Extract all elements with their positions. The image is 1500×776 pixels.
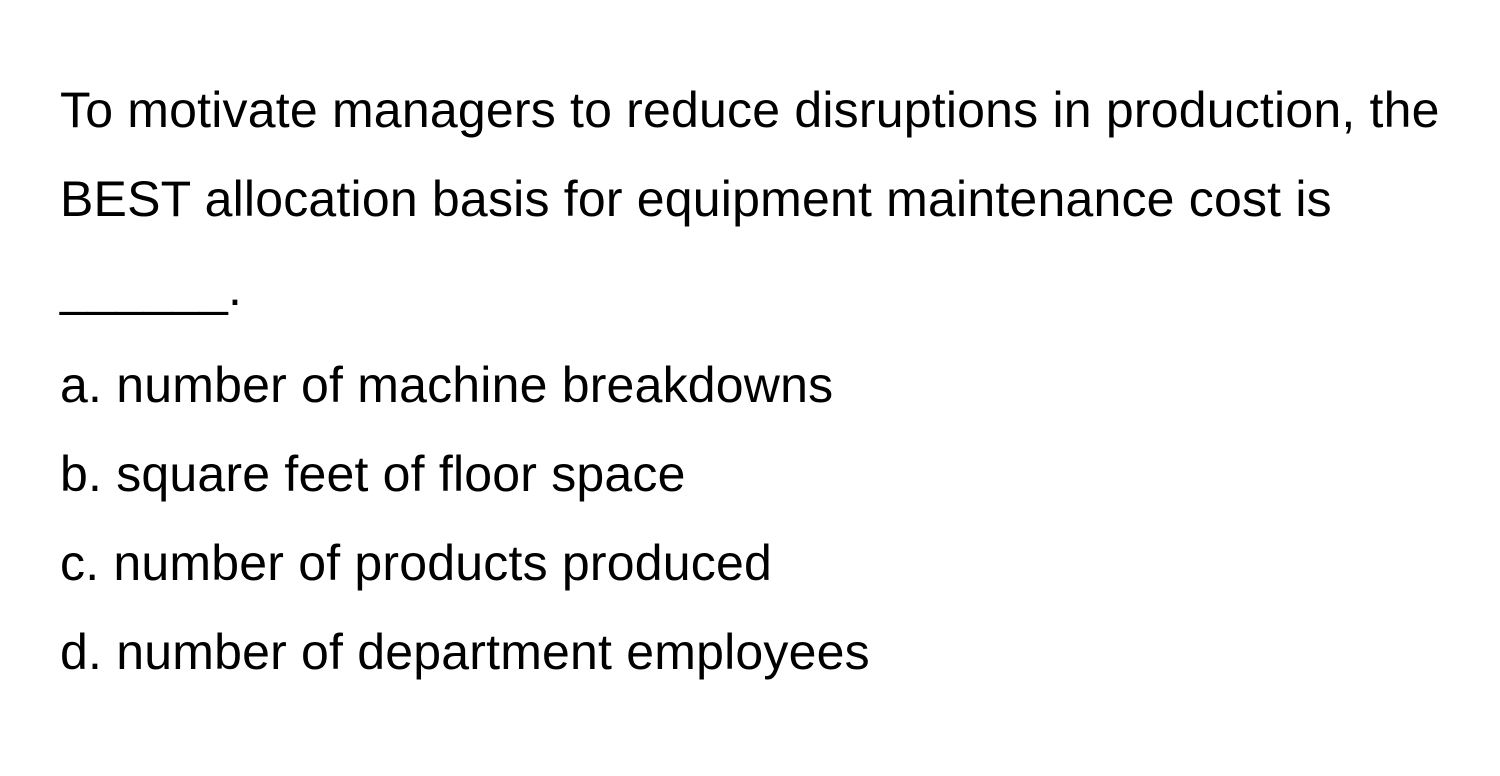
option-a: a. number of machine breakdowns — [60, 341, 1440, 430]
option-d-letter: d. — [60, 624, 102, 680]
option-c: c. number of products produced — [60, 519, 1440, 608]
option-c-letter: c. — [60, 535, 99, 591]
answer-options: a. number of machine breakdowns b. squar… — [60, 341, 1440, 697]
option-a-letter: a. — [60, 357, 102, 413]
option-b: b. square feet of floor space — [60, 430, 1440, 519]
question-page: To motivate managers to reduce disruptio… — [0, 0, 1500, 697]
option-d-text: number of department employees — [116, 624, 870, 680]
question-stem: To motivate managers to reduce disruptio… — [60, 66, 1440, 333]
option-a-text: number of machine breakdowns — [116, 357, 833, 413]
option-d: d. number of department employees — [60, 608, 1440, 697]
option-c-text: number of products produced — [113, 535, 772, 591]
option-b-text: square feet of floor space — [116, 446, 685, 502]
option-b-letter: b. — [60, 446, 102, 502]
